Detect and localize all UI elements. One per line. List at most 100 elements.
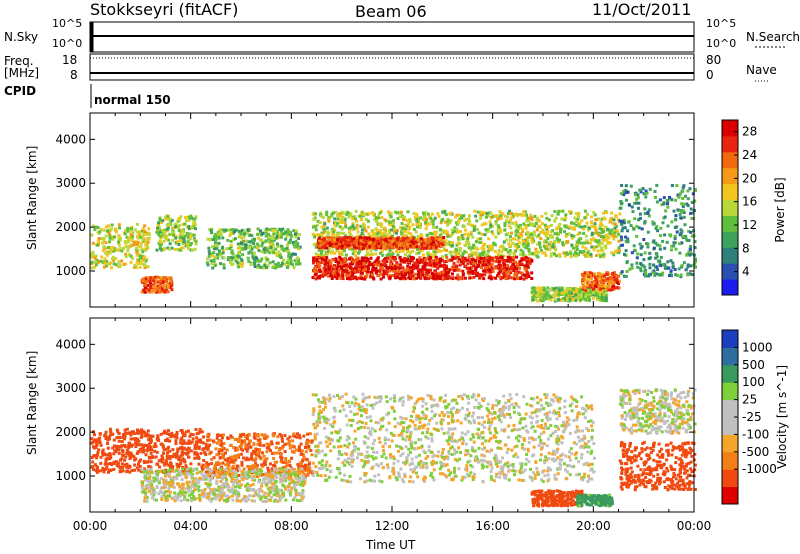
heatmap-cell (550, 214, 554, 217)
heatmap-cell (688, 272, 692, 276)
heatmap-cell (90, 437, 94, 441)
heatmap-cell (541, 230, 545, 234)
heatmap-cell (339, 240, 343, 244)
heatmap-cell (394, 264, 398, 268)
heatmap-cell (187, 237, 191, 241)
heatmap-cell (332, 211, 335, 215)
heatmap-cell (170, 281, 174, 285)
heatmap-cell (488, 248, 492, 252)
heatmap-cell (291, 263, 295, 267)
heatmap-cell (426, 251, 430, 255)
heatmap-cell (643, 207, 647, 211)
heatmap-cell (674, 273, 678, 277)
heatmap-cell (359, 234, 363, 238)
heatmap-cell (338, 255, 342, 259)
heatmap-cell (451, 231, 455, 235)
heatmap-cell (135, 235, 139, 238)
heatmap-cell (590, 290, 594, 294)
heatmap-cell (611, 221, 615, 225)
heatmap-cell (96, 243, 99, 247)
heatmap-cell (594, 231, 598, 235)
heatmap-cell (115, 447, 119, 451)
heatmap-cell (295, 262, 298, 266)
heatmap-cell (106, 246, 110, 250)
heatmap-cell (316, 276, 320, 280)
heatmap-cell (675, 230, 679, 234)
heatmap-cell (686, 189, 690, 193)
heatmap-cell (586, 290, 590, 294)
heatmap-cell (403, 229, 407, 233)
heatmap-cell (686, 263, 690, 267)
heatmap-cell (211, 245, 215, 249)
heatmap-cell (535, 228, 539, 232)
heatmap-cell (336, 265, 340, 269)
heatmap-cell (614, 214, 618, 218)
heatmap-cell (487, 276, 491, 280)
heatmap-cell (388, 231, 391, 235)
heatmap-cell (321, 274, 325, 278)
heatmap-cell (139, 235, 142, 239)
heatmap-cell (407, 227, 411, 231)
heatmap-cell (533, 214, 537, 218)
heatmap-cell (564, 213, 568, 217)
heatmap-cell (536, 216, 540, 220)
heatmap-cell (257, 263, 261, 267)
heatmap-cell (167, 223, 171, 227)
heatmap-cell (162, 431, 166, 435)
heatmap-cell (530, 217, 534, 221)
heatmap-cell (604, 225, 608, 229)
heatmap-cell (122, 246, 126, 250)
heatmap-cell (337, 236, 341, 240)
heatmap-cell (597, 288, 601, 292)
heatmap-cell (640, 227, 644, 231)
heatmap-cell (651, 220, 655, 224)
heatmap-cell (97, 240, 101, 244)
heatmap-cell (429, 268, 432, 272)
heatmap-cell (316, 219, 320, 223)
heatmap-cell (364, 274, 368, 278)
heatmap-cell (373, 233, 377, 237)
heatmap-cell (499, 217, 503, 220)
heatmap-cell (409, 277, 412, 281)
heatmap-cell (207, 255, 211, 259)
heatmap-cell (312, 225, 316, 229)
cpid-value: normal 150 (94, 93, 171, 107)
heatmap-cell (213, 264, 217, 267)
heatmap-cell (181, 246, 185, 250)
heatmap-cell (419, 237, 423, 241)
heatmap-cell (179, 441, 183, 445)
heatmap-cell (352, 240, 356, 244)
heatmap-cell (539, 230, 543, 234)
heatmap-cell (371, 265, 375, 269)
heatmap-cell (519, 226, 523, 229)
heatmap-cell (665, 199, 669, 202)
heatmap-cell (486, 259, 490, 263)
heatmap-cell (435, 276, 439, 280)
heatmap-cell (494, 235, 498, 239)
heatmap-cell (490, 230, 494, 234)
heatmap-cell (356, 266, 359, 270)
heatmap-cell (644, 268, 648, 272)
heatmap-cell (519, 232, 523, 236)
heatmap-cell (409, 250, 413, 254)
heatmap-cell (317, 244, 321, 248)
heatmap-cell (419, 273, 423, 277)
heatmap-cell (276, 230, 279, 234)
heatmap-cell (332, 270, 336, 274)
heatmap-cell (351, 252, 355, 256)
heatmap-cell (179, 458, 183, 462)
heatmap-cell (480, 273, 484, 277)
heatmap-cell (404, 272, 408, 276)
heatmap-cell (146, 445, 150, 449)
heatmap-cell (265, 266, 269, 270)
heatmap-cell (678, 242, 682, 246)
heatmap-cell (476, 265, 480, 269)
heatmap-cell (463, 218, 467, 222)
heatmap-cell (482, 247, 486, 251)
heatmap-cell (608, 218, 612, 222)
heatmap-cell (478, 260, 482, 264)
heatmap-cell (108, 234, 112, 238)
heatmap-cell (637, 218, 641, 222)
heatmap-cell (526, 216, 530, 220)
